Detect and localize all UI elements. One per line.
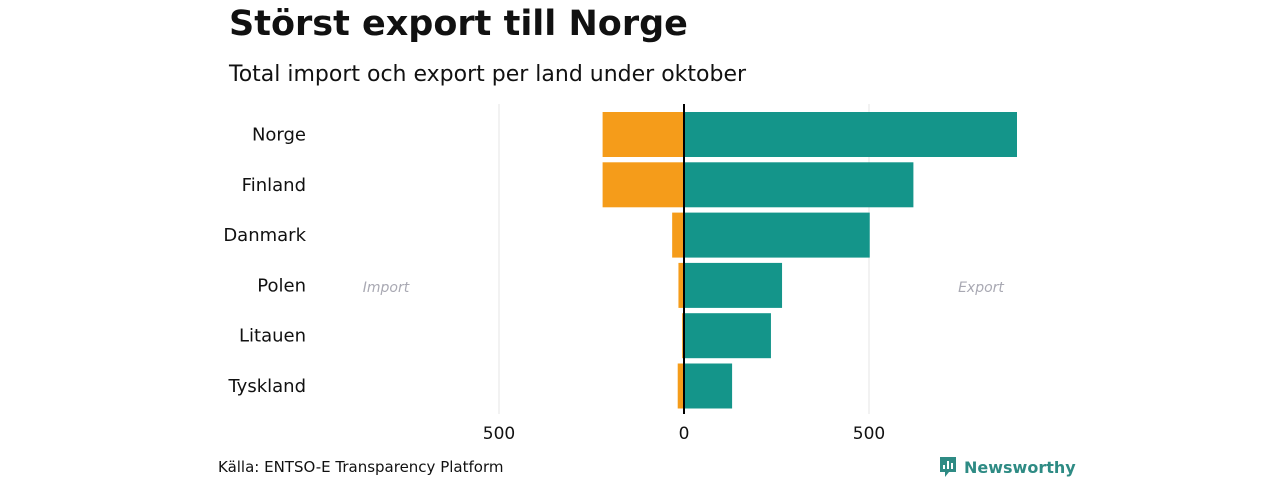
import-bar — [602, 162, 684, 208]
export-bar — [684, 363, 733, 409]
chart-title: Störst export till Norge — [229, 4, 688, 44]
import-bar — [677, 363, 684, 409]
chart-subtitle: Total import och export per land under o… — [229, 62, 747, 87]
import-bar — [678, 262, 684, 308]
category-label: Danmark — [223, 225, 306, 246]
import-bar — [672, 212, 684, 258]
import-side-label: Import — [363, 280, 410, 296]
category-label: Tyskland — [227, 376, 306, 397]
x-tick-label: 0 — [679, 424, 690, 444]
brand-name: Newsworthy — [964, 457, 1076, 477]
import-bar — [602, 112, 684, 157]
category-label: Finland — [242, 175, 306, 196]
export-bar — [684, 313, 771, 359]
export-bar — [684, 262, 783, 308]
newsworthy-logo: Newsworthy — [938, 455, 1076, 479]
category-label: Polen — [257, 275, 306, 296]
export-side-label: Export — [958, 280, 1004, 296]
export-bar — [684, 162, 914, 208]
category-label: Norge — [252, 125, 306, 146]
category-label: Litauen — [239, 326, 306, 347]
export-bar — [684, 112, 1017, 157]
export-bar — [684, 212, 870, 258]
x-tick-label: 500 — [853, 424, 885, 444]
source-note: Källa: ENTSO-E Transparency Platform — [218, 458, 504, 476]
x-tick-label: 500 — [483, 424, 515, 444]
newsworthy-logo-icon — [940, 457, 956, 477]
